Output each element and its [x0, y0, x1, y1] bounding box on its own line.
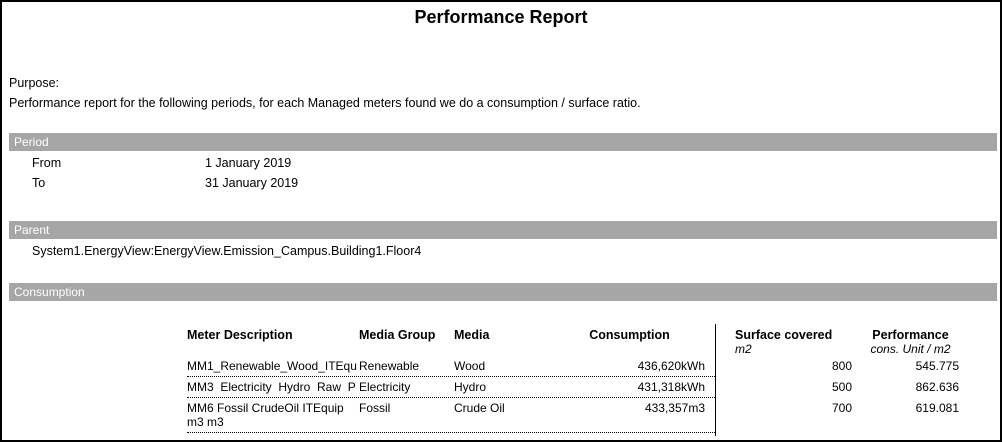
- col-header-performance: Performance cons. Unit / m2: [862, 328, 959, 356]
- performance-unit-label: cons. Unit / m2: [862, 342, 959, 356]
- cell-performance: 545.775: [862, 359, 959, 373]
- consumption-table: Meter Description Media Group Media Cons…: [187, 324, 987, 433]
- purpose-text: Performance report for the following per…: [9, 96, 641, 110]
- period-to-value: 31 January 2019: [205, 176, 298, 190]
- surface-unit-label: m2: [735, 342, 852, 356]
- cell-media-group: Renewable: [359, 359, 454, 373]
- col-header-consumption: Consumption: [554, 328, 705, 342]
- parent-path-value: System1.EnergyView:EnergyView.Emission_C…: [32, 244, 421, 258]
- performance-report-page: Performance Report Purpose: Performance …: [0, 0, 1002, 442]
- period-from-value: 1 January 2019: [205, 156, 291, 170]
- cell-performance: 619.081: [862, 401, 959, 415]
- col-header-media-group: Media Group: [359, 328, 454, 342]
- table-row: MM3 Electricity Hydro Raw P Electricity …: [187, 377, 987, 398]
- cell-media: Crude Oil: [454, 401, 554, 415]
- cell-consumption: 433,357m3: [554, 401, 705, 415]
- cell-meter-description: MM3 Electricity Hydro Raw P: [187, 380, 359, 394]
- period-from-label: From: [32, 156, 205, 170]
- cell-media: Wood: [454, 359, 554, 373]
- table-row: MM1_Renewable_Wood_ITEqu Renewable Wood …: [187, 356, 987, 377]
- table-header-row: Meter Description Media Group Media Cons…: [187, 324, 987, 356]
- purpose-label: Purpose:: [9, 76, 59, 90]
- section-header-consumption: Consumption: [9, 283, 997, 301]
- period-to-label: To: [32, 176, 205, 190]
- col-header-meter-description: Meter Description: [187, 328, 359, 342]
- cell-consumption: 436,620kWh: [554, 359, 705, 373]
- section-header-parent: Parent: [9, 221, 997, 239]
- period-from-row: From 1 January 2019: [32, 156, 291, 170]
- cell-performance: 862.636: [862, 380, 959, 394]
- table-vertical-divider: [715, 324, 716, 436]
- cell-surface-covered: 500: [735, 380, 852, 394]
- cell-surface-covered: 700: [735, 401, 852, 415]
- cell-media: Hydro: [454, 380, 554, 394]
- cell-meter-description: MM6 Fossil CrudeOil ITEquip m3 m3: [187, 401, 359, 429]
- cell-consumption: 431,318kWh: [554, 380, 705, 394]
- period-to-row: To 31 January 2019: [32, 176, 298, 190]
- cell-media-group: Electricity: [359, 380, 454, 394]
- section-header-period: Period: [9, 133, 997, 151]
- cell-meter-description: MM1_Renewable_Wood_ITEqu: [187, 359, 359, 373]
- table-row: MM6 Fossil CrudeOil ITEquip m3 m3 Fossil…: [187, 398, 987, 433]
- page-title: Performance Report: [2, 7, 1000, 28]
- col-header-media: Media: [454, 328, 554, 342]
- cell-media-group: Fossil: [359, 401, 454, 415]
- col-header-surface-covered: Surface covered m2: [735, 328, 852, 356]
- cell-surface-covered: 800: [735, 359, 852, 373]
